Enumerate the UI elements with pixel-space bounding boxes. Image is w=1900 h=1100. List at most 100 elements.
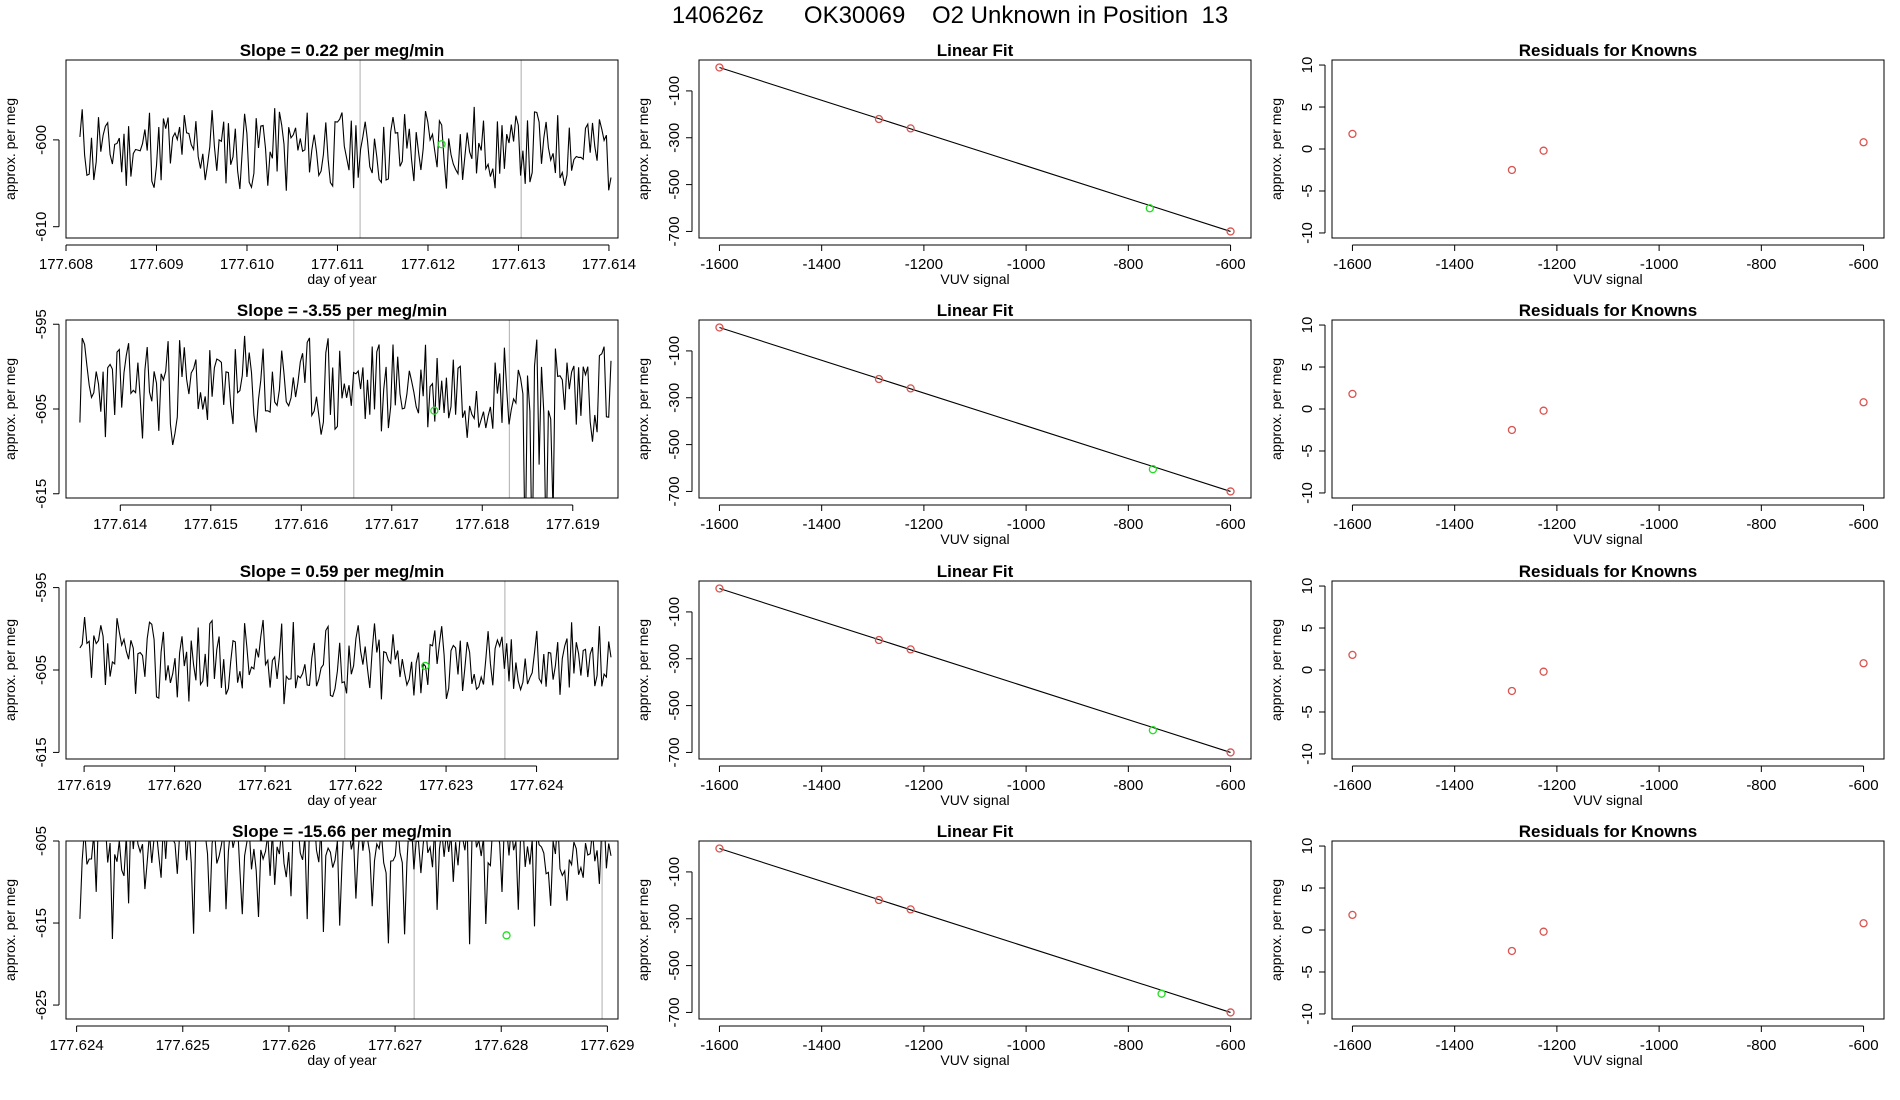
- plot-frame: [65, 59, 619, 239]
- x-tick-label: 177.619: [546, 516, 600, 533]
- x-tick-label: -800: [1113, 256, 1143, 273]
- x-tick-label: -1400: [1435, 1037, 1473, 1054]
- y-tick-label: 10: [1299, 838, 1316, 855]
- plot-area: [79, 60, 612, 238]
- x-tick-label: -1600: [700, 777, 738, 794]
- y-axis: 10 5 0 -5 -10: [1299, 578, 1326, 765]
- x-tick-label: -600: [1216, 256, 1246, 273]
- known-point: [1859, 659, 1868, 668]
- x-axis: -1600 -1400 -1200 -1000 -800 -600: [700, 1025, 1246, 1054]
- x-axis: -1600 -1400 -1200 -1000 -800 -600: [700, 244, 1246, 273]
- y-axis-label: approx. per meg: [635, 879, 651, 981]
- x-axis-label: day of year: [307, 792, 377, 808]
- known-point: [715, 844, 724, 853]
- x-tick-label: -1000: [1640, 1037, 1678, 1054]
- x-tick-label: 177.615: [184, 516, 238, 533]
- known-point: [1348, 129, 1357, 139]
- plot-frame: [65, 580, 619, 760]
- plot-area: [79, 581, 612, 759]
- x-tick-label: -1200: [1538, 516, 1576, 533]
- x-tick-label: 177.623: [419, 777, 473, 794]
- x-tick-label: -800: [1746, 777, 1776, 794]
- known-point: [1348, 389, 1357, 399]
- chart-svg-res3: Residuals for Knowns -1600 -1400 -1200 -1000…: [1268, 562, 1885, 808]
- x-tick-label: -1600: [700, 516, 738, 533]
- known-point: [1859, 138, 1868, 147]
- x-tick-label: 177.626: [262, 1037, 316, 1054]
- known-point: [715, 63, 724, 72]
- y-axis: 10 5 0 -5 -10: [1299, 57, 1326, 244]
- y-tick-label: -615: [33, 479, 50, 509]
- x-axis: -1600 -1400 -1200 -1000 -800 -600: [1333, 765, 1879, 794]
- chart-svg-fit3: Linear Fit -1600 -1400 -1200 -1000 -800 -600 VU…: [635, 562, 1252, 808]
- chart-panel-res1: Residuals for Knowns -1600 -1400 -1200 -1000…: [1266, 41, 1899, 302]
- x-tick-label: -1000: [1007, 256, 1045, 273]
- plot-area: [1348, 650, 1868, 696]
- x-tick-label: -800: [1746, 516, 1776, 533]
- x-tick-label: -1400: [802, 256, 840, 273]
- series-line: [79, 335, 612, 498]
- y-tick-label: -700: [666, 216, 683, 246]
- x-axis-label: VUV signal: [940, 1052, 1009, 1068]
- y-tick-label: -10: [1299, 743, 1316, 765]
- chart-title: Residuals for Knowns: [1519, 822, 1698, 841]
- y-axis-label: approx. per meg: [1268, 879, 1284, 981]
- known-point: [1859, 398, 1868, 407]
- known-point: [874, 895, 884, 905]
- chart-panel-ts2: Slope = -3.55 per meg/min 177.614 177.615 1…: [0, 301, 633, 562]
- series-line: [79, 106, 612, 191]
- fit-line: [719, 587, 1231, 753]
- plot-frame: [698, 580, 1252, 760]
- x-tick-label: -1600: [1333, 256, 1371, 273]
- y-axis-label: approx. per meg: [2, 358, 18, 460]
- y-tick-label: 5: [1299, 884, 1316, 892]
- x-axis-label: VUV signal: [940, 271, 1009, 287]
- plot-area: [1348, 910, 1868, 956]
- y-tick-label: -700: [666, 997, 683, 1027]
- y-axis: 10 5 0 -5 -10: [1299, 838, 1326, 1025]
- x-tick-label: 177.618: [455, 516, 509, 533]
- x-tick-label: 177.610: [220, 256, 274, 273]
- unknown-point: [430, 406, 439, 415]
- x-axis-label: VUV signal: [1573, 792, 1642, 808]
- chart-title: Slope = 0.59 per meg/min: [240, 562, 445, 581]
- chart-svg-fit4: Linear Fit -1600 -1400 -1200 -1000 -800 -600 VU…: [635, 822, 1252, 1068]
- x-tick-label: -1400: [802, 777, 840, 794]
- known-point: [1348, 910, 1357, 920]
- known-point: [1539, 927, 1548, 936]
- x-axis-label: VUV signal: [940, 531, 1009, 547]
- y-tick-label: 0: [1299, 405, 1316, 413]
- x-tick-label: -1000: [1640, 516, 1678, 533]
- y-tick-label: 10: [1299, 317, 1316, 334]
- chart-title: Slope = 0.22 per meg/min: [240, 41, 445, 60]
- x-tick-label: -600: [1849, 516, 1879, 533]
- y-tick-label: 0: [1299, 145, 1316, 153]
- y-tick-label: -595: [33, 573, 50, 603]
- x-tick-label: 177.625: [156, 1037, 210, 1054]
- known-point: [1348, 650, 1357, 660]
- x-tick-label: 177.629: [580, 1037, 634, 1054]
- chart-panel-ts3: Slope = 0.59 per meg/min 177.619 177.620 17…: [0, 562, 633, 823]
- x-axis: -1600 -1400 -1200 -1000 -800 -600: [1333, 244, 1879, 273]
- plot-area: [715, 323, 1235, 496]
- unknown-point: [1148, 465, 1158, 474]
- fit-line: [719, 847, 1231, 1013]
- y-axis: -595 -605 -615: [33, 573, 60, 767]
- plot-frame: [65, 319, 619, 499]
- known-point: [906, 905, 915, 914]
- chart-title: Linear Fit: [937, 301, 1014, 320]
- chart-title: Residuals for Knowns: [1519, 562, 1698, 581]
- y-tick-label: 0: [1299, 926, 1316, 934]
- x-tick-label: -1000: [1640, 256, 1678, 273]
- known-point: [1507, 686, 1517, 696]
- known-point: [1539, 667, 1548, 676]
- unknown-point: [1148, 726, 1158, 735]
- fit-line: [719, 326, 1231, 492]
- chart-panel-res3: Residuals for Knowns -1600 -1400 -1200 -1000…: [1266, 562, 1899, 823]
- chart-title: Slope = -15.66 per meg/min: [232, 822, 452, 841]
- chart-panel-ts4: Slope = -15.66 per meg/min 177.624 177.625…: [0, 822, 635, 1083]
- plot-area: [715, 844, 1235, 1017]
